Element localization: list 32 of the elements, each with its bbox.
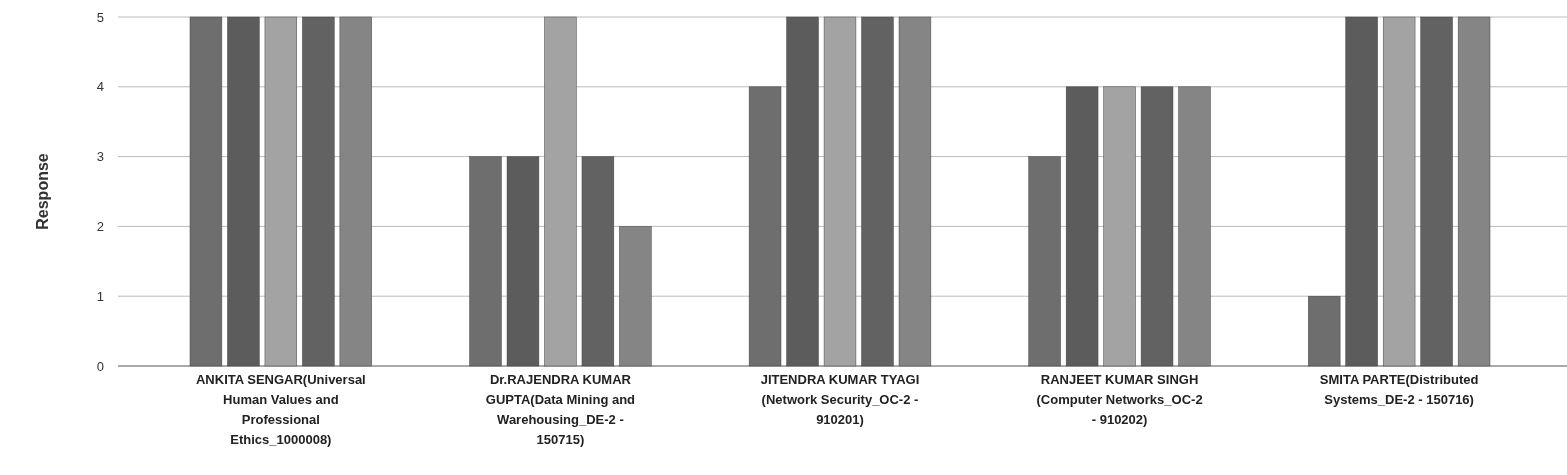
bar: [264, 16, 298, 367]
y-axis-title: Response: [34, 153, 51, 230]
x-tick-label: JITENDRA KUMAR TYAGI (Network Security_OC-2 - 910201): [760, 372, 920, 427]
bar: [898, 16, 932, 367]
bar: [506, 156, 540, 367]
bar: [1140, 86, 1174, 367]
bar: [339, 16, 372, 367]
bar: [581, 156, 615, 367]
bar: [1065, 86, 1099, 367]
y-tick-label: 3: [96, 149, 104, 165]
bar: [1178, 86, 1211, 367]
bar: [1345, 16, 1378, 367]
bar: [544, 16, 577, 367]
bar: [1457, 16, 1491, 367]
x-tick-label: SMITA PARTE(Distributed Systems_DE-2 - 150716): [1319, 372, 1479, 407]
bar: [1420, 16, 1453, 367]
bar: [619, 226, 652, 367]
y-tick-label: 5: [96, 9, 104, 25]
y-tick-label: 1: [96, 288, 104, 304]
x-tick-label: Dr.RAJENDRA KUMAR GUPTA(Data Mining and Warehousing_DE-2 - 150715): [485, 372, 636, 447]
bar: [786, 16, 819, 367]
y-tick-label: 4: [96, 79, 104, 95]
bar: [1382, 16, 1416, 367]
bar: [302, 16, 335, 367]
bar: [1103, 86, 1136, 367]
x-tick-label: ANKITA SENGAR(Universal Human Values and Professional Ethics_1000008): [195, 372, 366, 447]
bar: [227, 16, 260, 367]
bar: [861, 16, 894, 367]
x-tick-label: RANJEET KUMAR SINGH (Computer Networks_OC-2 - 910202): [1036, 372, 1203, 427]
bar: [823, 16, 857, 367]
y-tick-label: 0: [96, 358, 104, 374]
y-tick-label: 2: [96, 218, 104, 234]
